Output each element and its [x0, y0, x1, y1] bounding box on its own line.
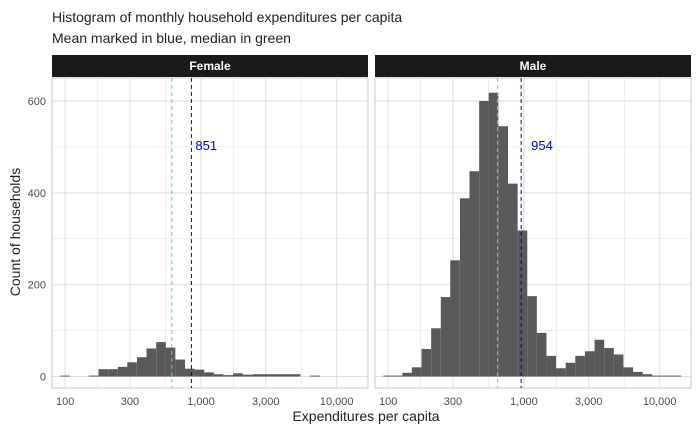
histogram-bar: [546, 355, 557, 377]
histogram-bar: [469, 171, 480, 377]
histogram-bar: [479, 100, 489, 377]
histogram-bar: [98, 369, 109, 377]
histogram-bar: [575, 355, 585, 377]
x-tick-label: 100: [56, 396, 74, 408]
histogram-bar: [661, 375, 672, 377]
histogram-bar: [584, 351, 595, 377]
x-tick-label: 3,000: [575, 396, 603, 408]
histogram-bar: [642, 374, 653, 377]
histogram-bar: [536, 332, 547, 377]
histogram-bar: [604, 348, 614, 377]
histogram-bar: [488, 92, 499, 377]
histogram-bar: [556, 368, 566, 377]
facet-strip: [52, 55, 368, 77]
histogram-bar: [671, 375, 682, 377]
histogram-bar: [156, 342, 166, 377]
x-tick-label: 1,000: [187, 396, 215, 408]
histogram-bar: [108, 369, 118, 377]
chart-subtitle: Mean marked in blue, median in green: [52, 30, 291, 46]
y-tick-label: 400: [28, 188, 46, 200]
histogram-bar: [233, 373, 243, 377]
histogram-bar: [281, 374, 291, 377]
histogram-bar: [117, 366, 128, 377]
histogram-bar: [594, 339, 605, 377]
histogram-bar: [613, 354, 624, 377]
histogram-bar: [623, 367, 634, 377]
x-tick-label: 10,000: [643, 396, 677, 408]
histogram-bar: [460, 198, 470, 377]
x-tick-label: 300: [121, 396, 139, 408]
facet-panel-male: 954 Male 100 300 1,000 3,000 10,000: [374, 55, 692, 408]
mean-annotation: 851: [195, 138, 217, 153]
histogram-bar: [290, 374, 301, 377]
mean-annotation: 954: [531, 138, 553, 153]
histogram-bar: [431, 328, 441, 377]
x-tick-label: 1,000: [510, 396, 538, 408]
x-tick-label: 300: [444, 396, 462, 408]
histogram-bar: [137, 357, 147, 377]
x-tick-label: 3,000: [252, 396, 280, 408]
histogram-bar: [204, 372, 214, 377]
facet-strip-label: Female: [189, 59, 231, 73]
histogram-bar: [527, 296, 537, 377]
facet-panel-female: 851 Female 100 300 1,000 3,000 10,000: [51, 55, 369, 408]
x-axis-label: Expenditures per capita: [292, 408, 440, 424]
chart-title: Histogram of monthly household expenditu…: [52, 9, 403, 25]
histogram-bar: [383, 375, 393, 377]
histogram-bar: [421, 348, 432, 377]
panel-background: [51, 77, 369, 389]
histogram-bar: [242, 374, 253, 377]
histogram-bar: [450, 260, 460, 377]
y-tick-label: 600: [28, 96, 46, 108]
histogram-bar: [165, 347, 176, 377]
histogram-bar: [517, 230, 528, 377]
histogram-bar: [440, 297, 451, 377]
facet-strip-label: Male: [520, 59, 547, 73]
histogram-bar: [127, 362, 137, 377]
histogram-bar: [402, 372, 412, 377]
y-tick-label: 0: [40, 372, 46, 384]
histogram-bar: [633, 371, 643, 377]
histogram-bar: [271, 374, 282, 377]
histogram-bar: [261, 374, 272, 377]
histogram-bar: [184, 368, 195, 377]
x-tick-label: 10,000: [320, 396, 354, 408]
x-tick-label: 100: [379, 396, 397, 408]
facet-strip: [375, 55, 691, 77]
histogram-bar: [411, 367, 422, 377]
histogram-bar: [175, 359, 185, 377]
y-tick-label: 200: [28, 280, 46, 292]
histogram-bar: [146, 348, 157, 377]
histogram-bar: [310, 375, 320, 377]
histogram-bar: [60, 375, 70, 377]
histogram-bar: [498, 126, 508, 377]
histogram-bar: [223, 375, 234, 377]
histogram-bar: [252, 374, 262, 377]
histogram-bar: [88, 375, 99, 377]
histogram-bar: [652, 375, 662, 377]
histogram-bar: [392, 375, 403, 377]
histogram-bar: [213, 374, 224, 377]
histogram-bar: [565, 362, 576, 377]
histogram-bar: [194, 369, 205, 377]
histogram-bar: [507, 183, 518, 377]
